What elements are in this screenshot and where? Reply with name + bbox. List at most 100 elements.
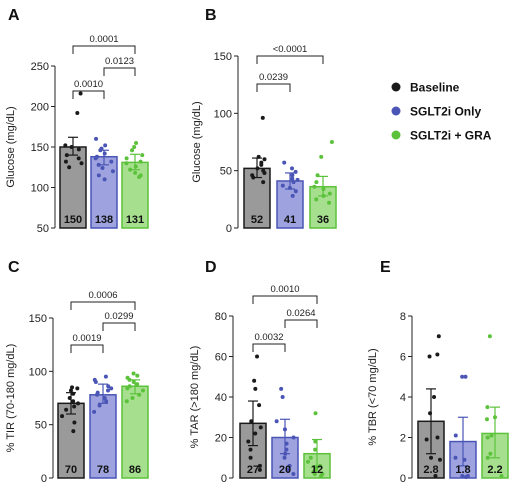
data-point [262,157,267,162]
p-value-label: 0.0239 [259,72,288,83]
data-point [124,399,129,404]
data-point [313,439,318,444]
data-point [253,431,258,436]
data-point [257,403,262,408]
data-point [453,455,458,460]
y-tick-label: 0 [226,223,232,235]
legend-label: SGLT2i Only [410,105,481,119]
significance-bracket [70,301,136,310]
bar-value-label: 86 [129,464,141,476]
data-point [102,151,107,156]
panel-c: C 0 50 100 150 % TIR (70-180 mg/dL) 70 78 86 0.00… [5,259,149,485]
data-point [252,378,257,383]
data-point [128,167,133,172]
bar-value-label: 2.8 [423,464,438,476]
data-point [499,473,504,478]
data-point [319,154,324,159]
data-point [71,429,76,434]
data-point [131,371,136,376]
data-point [319,473,324,478]
data-point [72,404,77,409]
data-point [493,415,498,420]
y-tick-label: 0 [221,473,227,485]
p-value-label: 0.0264 [286,308,315,319]
data-point [293,169,298,174]
data-point [63,159,68,164]
data-point [79,161,84,166]
data-point [279,386,284,391]
data-point [256,154,261,159]
data-point [487,334,492,339]
data-point [282,455,287,460]
data-point [428,411,433,416]
data-point [137,174,142,179]
p-value-label: 0.0032 [254,332,283,343]
data-point [93,156,98,161]
p-value-label: 0.0006 [88,290,117,301]
data-point [259,162,264,167]
panel-b: B 0 50 100 150 Glucose (mg/dL) 52 41 36 0.0239 <0.… [191,7,337,235]
data-point [291,435,296,440]
data-point [109,159,114,164]
data-point [293,189,298,194]
data-point [287,185,292,190]
data-point [69,145,74,149]
data-point [135,373,140,378]
bar-value-label: 150 [64,214,82,226]
data-point [60,414,65,419]
data-point [327,200,332,205]
data-point [429,455,434,460]
data-point [484,417,489,422]
legend-label: Baseline [410,81,460,95]
data-point [260,115,265,120]
y-tick-label: 150 [29,313,47,325]
p-value-label: 0.0001 [89,34,118,45]
panel-d: D 0 20 40 60 80 % TAR (>180 mg/dL) 27 20 12 0.0032… [189,259,331,485]
data-point [125,386,130,391]
data-point [485,455,490,460]
data-point [257,463,262,468]
p-value-label: <0.0001 [273,44,308,55]
data-point [327,191,332,196]
data-point [291,180,296,185]
data-point [127,377,132,382]
data-point [246,439,251,444]
data-point [313,411,318,416]
data-point [282,160,287,165]
legend-marker [391,106,401,116]
y-tick-label: 250 [31,61,49,73]
data-point [257,467,262,472]
data-point [130,396,135,400]
data-point [72,420,77,425]
bar-sglt2i-only [89,394,117,479]
data-point [315,173,320,178]
y-tick-label: 200 [31,102,49,114]
significance-bracket [256,55,324,64]
data-point [97,403,102,408]
data-point [313,447,318,452]
data-point [280,395,285,399]
data-point [321,193,326,198]
data-point [100,166,105,171]
y-axis-label: % TIR (70-180 mg/dL) [5,344,17,453]
data-point [274,419,279,424]
data-point [75,110,80,115]
y-tick-label: 8 [400,311,406,323]
data-point [464,474,469,479]
data-point [92,409,97,414]
data-point [140,153,145,158]
bar-value-label: 78 [97,464,109,476]
p-value-label: 0.0010 [270,284,299,295]
data-point [436,334,441,339]
data-point [67,165,72,170]
data-point [98,148,103,153]
data-point [64,407,69,412]
y-axis-label: Glucose (mg/dL) [191,101,203,182]
data-point [106,384,111,389]
data-point [462,457,467,462]
y-tick-label: 0 [41,473,47,485]
data-point [132,145,137,149]
data-point [133,164,138,169]
data-point [78,91,83,96]
